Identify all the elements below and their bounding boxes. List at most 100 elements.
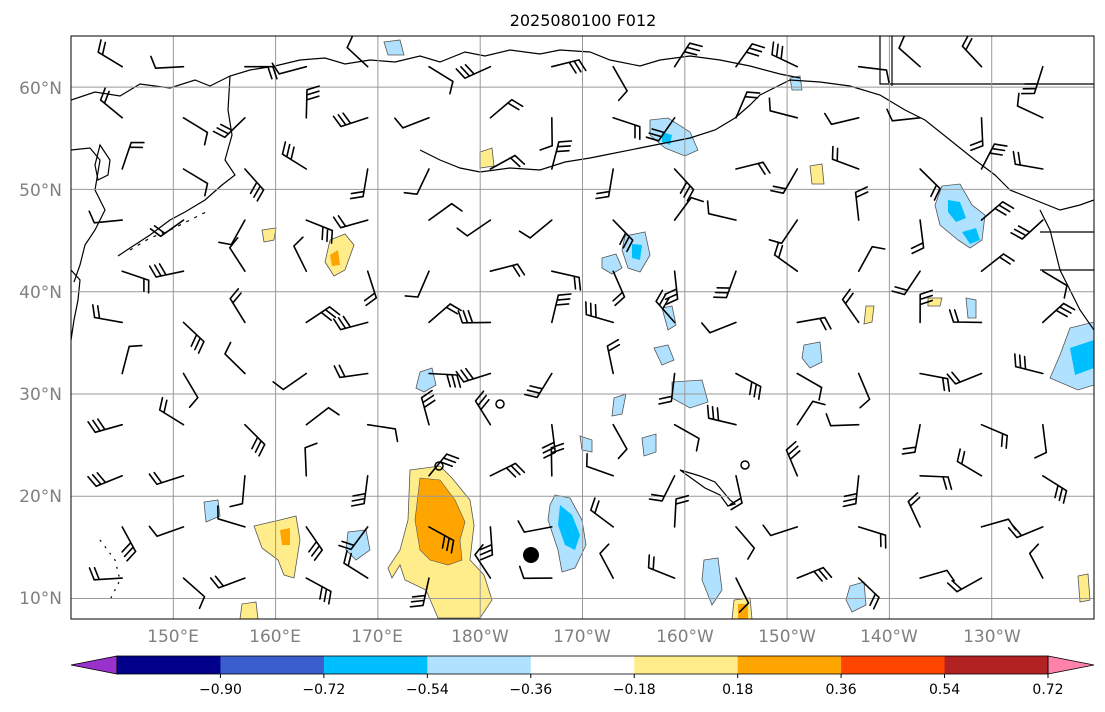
wind-barb xyxy=(92,304,123,324)
wind-barb xyxy=(1014,353,1044,375)
wind-barb xyxy=(149,219,185,238)
wind-barb xyxy=(489,154,526,170)
wind-barb xyxy=(394,117,430,129)
wind-barb xyxy=(612,219,634,253)
wind-barb xyxy=(655,289,676,324)
wind-barb xyxy=(658,372,676,405)
wind-barb xyxy=(901,423,921,455)
wind-barb xyxy=(612,117,641,141)
wind-barb xyxy=(606,338,621,375)
wind-barb xyxy=(350,475,369,507)
wind-barb xyxy=(332,215,369,229)
wind-barb xyxy=(842,475,860,508)
wind-barb xyxy=(612,423,628,460)
wind-barb xyxy=(910,219,925,255)
wind-barb xyxy=(88,210,123,224)
negative-anomaly-region xyxy=(203,499,221,523)
wind-barb xyxy=(585,301,614,324)
wind-barb xyxy=(969,117,984,152)
wind-barb xyxy=(209,575,246,589)
wind-barb xyxy=(212,117,246,139)
negative-anomaly-region xyxy=(653,344,675,366)
wind-barb xyxy=(428,526,455,554)
lat-label: 30°N xyxy=(19,385,62,405)
wind-barb xyxy=(121,344,143,375)
positive-anomaly-region xyxy=(261,227,277,243)
colorbar-tick-label: −0.72 xyxy=(302,682,345,698)
wind-barb xyxy=(891,270,921,296)
gridlines xyxy=(71,36,1094,619)
wind-barb xyxy=(479,526,494,561)
wind-barb xyxy=(796,316,832,331)
wind-barb xyxy=(768,219,799,245)
wind-barb xyxy=(796,566,833,582)
wind-barb xyxy=(919,569,955,582)
wind-barb xyxy=(948,309,983,324)
colorbar-segment xyxy=(944,656,1049,674)
wind-barb xyxy=(182,117,209,146)
wind-barb xyxy=(346,36,369,68)
lon-label: 150°W xyxy=(758,627,816,647)
wind-barb xyxy=(907,492,921,528)
wind-barb xyxy=(343,550,369,579)
wind-barb xyxy=(785,440,801,477)
wind-barb xyxy=(599,543,614,579)
wind-barb xyxy=(1016,92,1044,119)
wind-barb xyxy=(1042,302,1076,324)
negative-anomaly-region xyxy=(345,529,371,561)
wind-barb xyxy=(305,85,320,119)
wind-barb xyxy=(409,577,430,608)
wind-barb xyxy=(420,389,436,426)
wind-barb xyxy=(825,413,860,427)
wind-barb xyxy=(457,309,492,324)
wind-barb xyxy=(1042,270,1068,299)
lat-label: 50°N xyxy=(19,181,62,201)
wind-barb xyxy=(182,372,199,408)
wind-barb xyxy=(956,448,983,477)
wind-barbs xyxy=(87,36,1076,613)
wind-barb xyxy=(980,253,1015,272)
wind-barb xyxy=(229,475,246,508)
wind-barb xyxy=(428,65,454,95)
wind-barb xyxy=(729,475,743,511)
wind-barb xyxy=(99,87,123,119)
wind-barb xyxy=(305,526,323,561)
negative-anomaly-core xyxy=(1070,340,1094,375)
wind-barb xyxy=(349,168,369,200)
wind-barb xyxy=(281,141,308,170)
wind-barb xyxy=(148,471,185,486)
wind-barb xyxy=(244,168,265,202)
wind-barb xyxy=(1042,475,1068,504)
wind-barb xyxy=(428,453,460,477)
lon-label: 180°W xyxy=(451,627,509,647)
wind-barb xyxy=(244,65,278,80)
wind-barb xyxy=(645,117,676,142)
colorbar-segment xyxy=(220,656,325,674)
wind-barb xyxy=(218,219,246,246)
colorbar-segment xyxy=(634,656,739,674)
wind-barb xyxy=(338,526,369,551)
wind-barb xyxy=(148,525,185,538)
wind-barb xyxy=(771,41,799,68)
lon-label: 170°W xyxy=(553,627,611,647)
wind-barb xyxy=(539,117,553,151)
wind-barb xyxy=(980,423,1008,449)
wind-barb xyxy=(550,442,565,477)
wind-barb xyxy=(773,242,799,272)
wind-barb xyxy=(474,544,492,579)
wind-barb xyxy=(796,400,826,426)
wind-barb xyxy=(150,55,185,69)
wind-barb xyxy=(305,219,334,244)
wind-barb xyxy=(97,39,123,68)
wind-barb xyxy=(524,372,553,399)
colorbar-extend-high xyxy=(1047,655,1095,675)
wind-barb xyxy=(735,526,756,560)
anomaly-contours xyxy=(203,39,1094,619)
wind-barb xyxy=(428,303,462,324)
wind-barb xyxy=(87,418,123,434)
wind-barb xyxy=(735,91,761,119)
negative-anomaly-region xyxy=(965,297,977,319)
wind-barb xyxy=(305,577,332,605)
wind-barb xyxy=(305,306,341,324)
